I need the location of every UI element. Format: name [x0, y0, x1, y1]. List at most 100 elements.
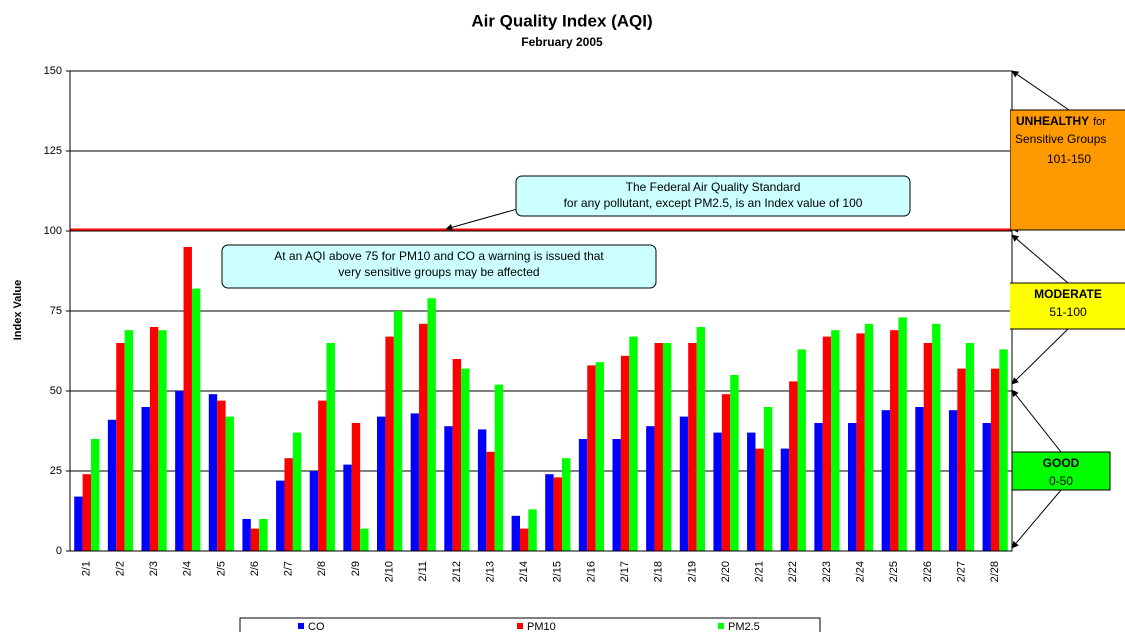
x-tick-label: 2/16	[585, 561, 597, 582]
bar	[116, 343, 125, 551]
x-tick-label: 2/4	[182, 561, 194, 576]
bar	[419, 323, 428, 551]
bar	[990, 368, 1000, 551]
x-tick-label: 2/12	[451, 561, 463, 582]
bar	[797, 349, 806, 551]
bar	[124, 330, 134, 551]
y-tick-label: 75	[50, 305, 62, 317]
bar	[898, 317, 907, 551]
bar	[276, 480, 285, 551]
band-text: Sensitive Groups	[1015, 132, 1106, 146]
annotation-box	[221, 244, 657, 289]
x-tick-label: 2/13	[484, 561, 496, 582]
band-title: UNHEALTHY for	[1016, 114, 1106, 128]
x-tick-label: 2/14	[518, 561, 530, 582]
bar	[393, 311, 403, 551]
band-arrow	[1011, 389, 1062, 453]
legend-label: CO	[308, 621, 325, 632]
x-tick-label: 2/24	[855, 561, 867, 582]
bar	[654, 343, 663, 551]
y-tick-label: 0	[56, 545, 62, 557]
band-rect	[1011, 451, 1111, 491]
bar	[91, 439, 100, 551]
band-arrow	[1011, 328, 1069, 385]
x-tick-label: 2/23	[821, 561, 833, 582]
bar	[620, 355, 630, 551]
band-rect	[1010, 282, 1125, 330]
bar	[486, 451, 495, 551]
band-arrow	[1011, 70, 1070, 111]
bar	[848, 423, 857, 551]
x-tick-label: 2/19	[686, 561, 698, 582]
band-title: GOOD	[1043, 456, 1080, 470]
bar	[326, 343, 335, 551]
x-tick-label: 2/15	[552, 561, 564, 582]
band-title-text: MODERATE	[1034, 287, 1102, 301]
y-tick-label: 125	[44, 145, 62, 157]
band-arrow	[1011, 234, 1069, 284]
bar	[461, 368, 470, 551]
bar	[250, 528, 260, 551]
bar	[780, 448, 790, 551]
band-box: UNHEALTHY for Sensitive Groups 101-150	[1010, 109, 1125, 231]
x-tick-label: 2/22	[787, 561, 799, 582]
bar	[360, 528, 369, 551]
bar	[629, 336, 638, 551]
bar	[814, 423, 823, 551]
bar	[982, 423, 991, 551]
bar	[519, 528, 529, 551]
bar	[410, 413, 420, 551]
bar	[385, 336, 394, 551]
x-tick-label: 2/10	[384, 561, 396, 582]
bar	[730, 375, 739, 551]
x-tick-label: 2/2	[114, 561, 126, 576]
bar	[999, 349, 1008, 551]
bar	[856, 333, 865, 551]
bar	[822, 336, 832, 551]
band-box: GOOD 0-50	[1011, 451, 1111, 491]
band-range: 0-50	[1049, 474, 1073, 488]
chart-title: Air Quality Index (AQI)	[471, 11, 652, 30]
bar	[587, 365, 596, 551]
bar	[721, 394, 731, 551]
bar	[343, 464, 352, 551]
bar	[74, 496, 83, 551]
x-tick-label: 2/20	[720, 561, 732, 582]
bar	[932, 323, 941, 551]
bar	[789, 381, 798, 551]
band-rect	[1010, 109, 1125, 231]
bar	[183, 247, 192, 551]
bar	[208, 394, 218, 551]
x-tick-label: 2/5	[215, 561, 227, 576]
x-tick-label: 2/21	[754, 561, 766, 582]
bar	[755, 448, 764, 551]
x-tick-label: 2/25	[888, 561, 900, 582]
bar	[562, 458, 571, 551]
bar	[747, 432, 756, 551]
bar	[528, 509, 537, 551]
bar	[688, 343, 697, 551]
y-tick-label: 25	[50, 465, 62, 477]
bar	[965, 343, 975, 551]
bar	[427, 298, 436, 551]
bar	[309, 471, 319, 551]
band-title-text: UNHEALTHY	[1016, 114, 1089, 128]
band-range: 101-150	[1047, 152, 1091, 166]
bar	[831, 330, 840, 551]
bar	[175, 391, 184, 551]
x-tick-label: 2/27	[955, 561, 967, 582]
x-tick-label: 2/17	[619, 561, 631, 582]
bar	[292, 432, 302, 551]
legend-label: PM2.5	[728, 621, 760, 632]
annotation-text: The Federal Air Quality Standard	[626, 180, 801, 194]
bar	[595, 362, 605, 551]
x-tick-label: 2/7	[283, 561, 295, 576]
bar	[679, 416, 689, 551]
bar	[948, 410, 958, 551]
bar	[881, 410, 891, 551]
bar	[864, 323, 874, 551]
chart-subtitle: February 2005	[521, 35, 603, 49]
y-tick-label: 100	[44, 225, 62, 237]
bar	[713, 432, 722, 551]
bar	[158, 330, 167, 551]
